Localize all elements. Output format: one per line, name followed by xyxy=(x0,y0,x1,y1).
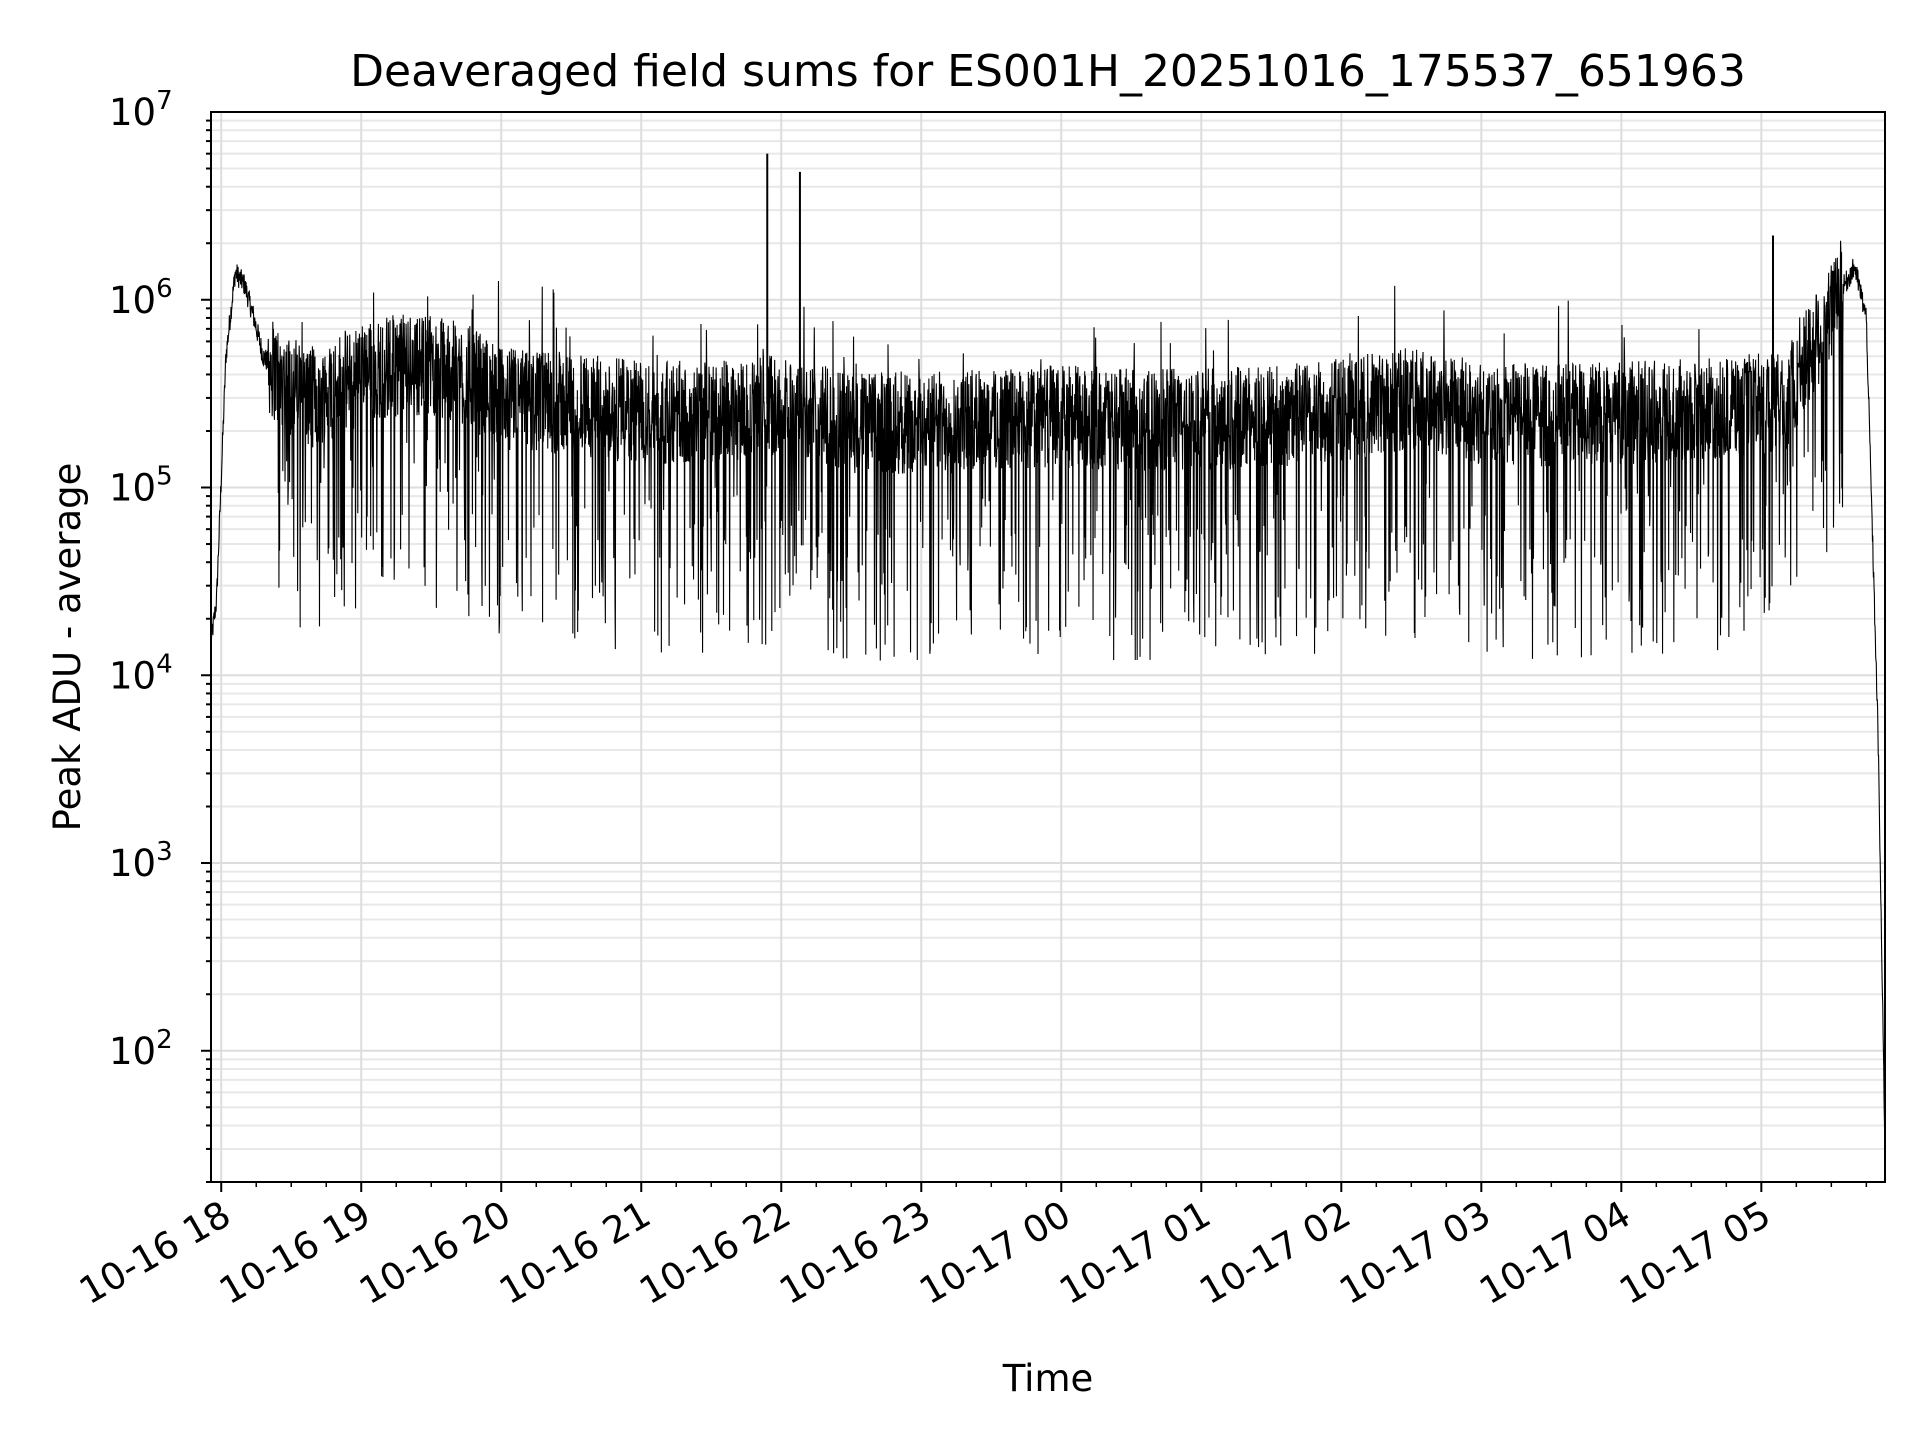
plot-area xyxy=(210,153,1886,1149)
y-tick-label: 104 xyxy=(109,649,173,697)
plot-frame xyxy=(210,111,1886,1183)
y-tick-label: 102 xyxy=(109,1025,173,1073)
series-line xyxy=(210,240,1886,1149)
y-tick-label: 103 xyxy=(109,837,173,885)
x-axis-label: Time xyxy=(1002,1357,1094,1400)
y-tick-label: 105 xyxy=(109,462,173,510)
y-tick-label: 106 xyxy=(109,274,173,322)
y-axis-label: Peak ADU - average xyxy=(46,463,89,832)
chart-title: Deaveraged field sums for ES001H_2025101… xyxy=(350,46,1746,97)
y-tick-label: 107 xyxy=(109,86,173,134)
